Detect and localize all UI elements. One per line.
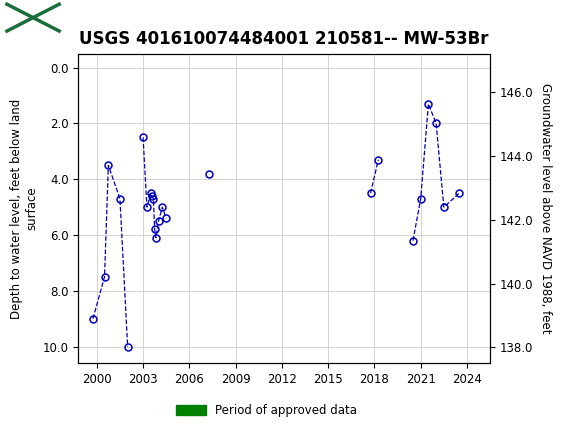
Bar <box>408 366 420 375</box>
Y-axis label: Depth to water level, feet below land
surface: Depth to water level, feet below land su… <box>10 98 38 319</box>
Bar <box>89 366 116 375</box>
Bar <box>367 366 386 375</box>
Y-axis label: Groundwater level above NAVD 1988, feet: Groundwater level above NAVD 1988, feet <box>539 83 552 334</box>
Bar <box>203 366 211 375</box>
Bar <box>139 366 155 375</box>
Text: USGS: USGS <box>68 9 123 27</box>
Bar <box>7 4 59 31</box>
Title: USGS 401610074484001 210581-- MW-53Br: USGS 401610074484001 210581-- MW-53Br <box>79 30 489 48</box>
Bar <box>423 366 471 375</box>
Legend: Period of approved data: Period of approved data <box>172 399 362 422</box>
